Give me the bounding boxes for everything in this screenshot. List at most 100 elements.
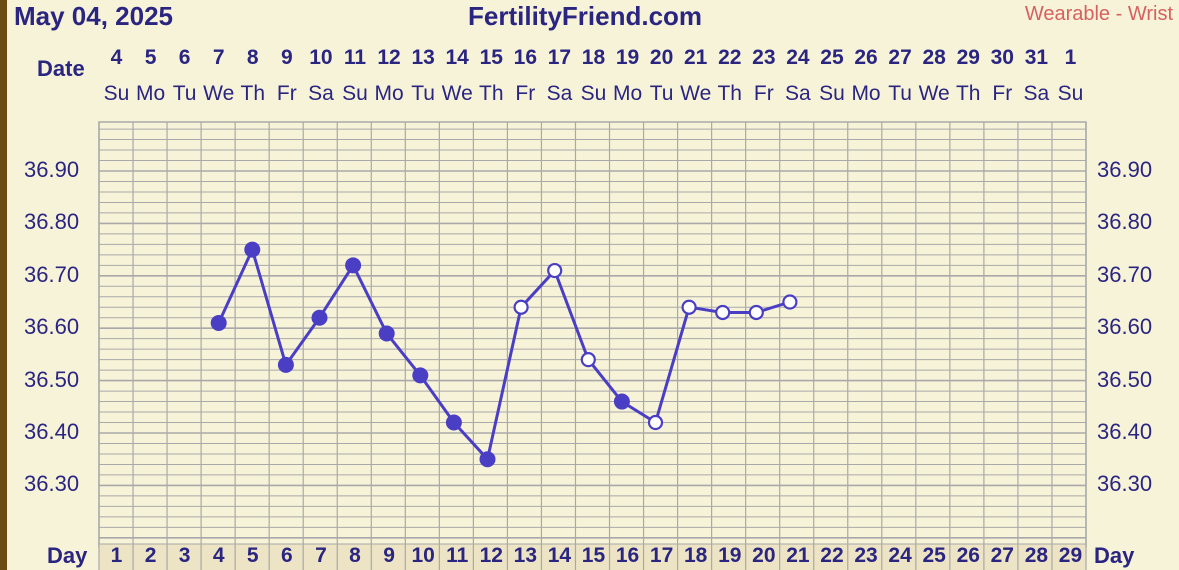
date-label: 13 — [411, 46, 435, 69]
temperature-point-filled — [311, 309, 328, 326]
weekday-label: We — [203, 82, 235, 105]
weekday-label: Su — [342, 82, 368, 105]
weekday-label: Th — [240, 82, 266, 105]
weekday-label: Su — [1057, 82, 1084, 105]
date-label: 9 — [281, 46, 293, 69]
weekday-label: Tu — [649, 82, 674, 105]
weekday-label: Tu — [172, 82, 197, 105]
weekday-label: Sa — [1023, 82, 1050, 105]
day-row-label-right: Day — [1094, 543, 1135, 568]
y-tick-left: 36.60 — [24, 314, 80, 340]
y-tick-right: 36.80 — [1097, 209, 1153, 235]
date-label: 25 — [820, 46, 844, 69]
weekday-label: Th — [717, 82, 742, 105]
weekday-label: Tu — [411, 82, 435, 105]
data-source-label: Wearable - Wrist — [1024, 3, 1173, 25]
temperature-point-filled — [412, 367, 429, 384]
cycle-day-label: 28 — [1024, 544, 1049, 567]
weekday-label: Sa — [546, 82, 573, 105]
temperature-point-open — [547, 262, 563, 279]
y-tick-left: 36.90 — [24, 157, 80, 182]
date-label: 11 — [343, 46, 367, 69]
date-label: 8 — [246, 46, 259, 69]
cycle-day-label: 16 — [615, 544, 640, 567]
weekday-label: Sa — [785, 82, 811, 105]
y-tick-right: 36.70 — [1097, 261, 1153, 287]
date-label: 4 — [110, 46, 123, 69]
weekday-label: Fr — [753, 82, 774, 105]
weekday-label: Su — [580, 82, 607, 105]
weekday-label: We — [918, 82, 950, 105]
cycle-day-label: 1 — [110, 544, 123, 567]
cycle-day-label: 17 — [649, 544, 674, 567]
date-label: 16 — [513, 46, 537, 69]
y-tick-right: 36.30 — [1097, 471, 1153, 497]
cycle-day-label: 4 — [212, 544, 225, 567]
date-label: 31 — [1024, 46, 1049, 69]
weekday-label: Su — [103, 82, 130, 105]
weekday-label: Mo — [851, 82, 881, 105]
temperature-point-open — [580, 352, 596, 368]
cycle-day-label: 24 — [888, 544, 912, 567]
cycle-day-label: 29 — [1058, 544, 1083, 567]
temperature-point-open — [748, 304, 764, 321]
cycle-day-label: 26 — [956, 544, 980, 567]
weekday-label: We — [680, 82, 712, 105]
weekday-label: Mo — [612, 82, 643, 105]
date-label: 30 — [990, 46, 1014, 69]
cycle-day-label: 7 — [315, 544, 327, 567]
cycle-day-label: 2 — [144, 544, 157, 567]
date-label: 22 — [718, 46, 742, 69]
cycle-day-label: 25 — [922, 544, 946, 567]
cycle-day-label: 11 — [446, 544, 469, 567]
weekday-label: Su — [819, 82, 845, 105]
site-title[interactable]: FertilityFriend.com — [468, 1, 703, 31]
y-tick-right: 36.40 — [1097, 419, 1153, 444]
cycle-day-label: 9 — [383, 544, 395, 567]
weekday-label: Fr — [992, 82, 1013, 105]
date-label: 26 — [854, 46, 878, 69]
y-tick-right: 36.50 — [1097, 366, 1153, 392]
temperature-point-filled — [244, 241, 261, 258]
cycle-day-label: 12 — [479, 544, 503, 567]
cycle-day-label: 5 — [246, 544, 259, 567]
date-label: 18 — [581, 46, 606, 69]
weekday-label: Sa — [308, 82, 334, 105]
date-label: 24 — [786, 46, 810, 69]
plot-area — [98, 121, 1087, 548]
temperature-point-filled — [345, 257, 362, 274]
temperature-point-filled — [479, 451, 496, 468]
cycle-day-label: 18 — [684, 544, 708, 567]
temperature-point-filled — [613, 393, 630, 410]
date-row-label: Date — [37, 56, 85, 81]
temperature-point-filled — [277, 356, 294, 373]
date-label: 29 — [956, 46, 980, 69]
left-edge-bar — [0, 0, 7, 570]
cycle-day-label: 3 — [178, 544, 191, 567]
cycle-day-label: 23 — [854, 544, 878, 567]
cycle-day-label: 14 — [547, 544, 572, 567]
date-label: 19 — [615, 46, 640, 69]
y-tick-left: 36.30 — [24, 471, 80, 497]
cycle-day-label: 10 — [411, 544, 435, 567]
cycle-day-label: 22 — [820, 544, 844, 567]
date-label: 21 — [684, 46, 708, 69]
weekday-label: We — [441, 82, 473, 105]
date-label: 5 — [144, 46, 157, 69]
date-label: 20 — [649, 46, 674, 69]
date-label: 17 — [547, 46, 572, 69]
date-label: 14 — [445, 46, 469, 69]
date-label: 23 — [752, 46, 776, 69]
day-row-label-left: Day — [47, 543, 88, 568]
cycle-day-label: 8 — [349, 544, 361, 567]
cycle-day-label: 27 — [990, 544, 1014, 567]
temperature-point-open — [782, 294, 798, 310]
weekday-label: Th — [479, 82, 504, 105]
y-tick-right: 36.90 — [1097, 157, 1153, 182]
y-tick-left: 36.70 — [24, 261, 80, 287]
y-tick-left: 36.40 — [24, 419, 80, 444]
weekday-label: Mo — [374, 82, 404, 105]
cycle-day-label: 15 — [581, 544, 606, 567]
weekday-label: Fr — [515, 82, 536, 105]
